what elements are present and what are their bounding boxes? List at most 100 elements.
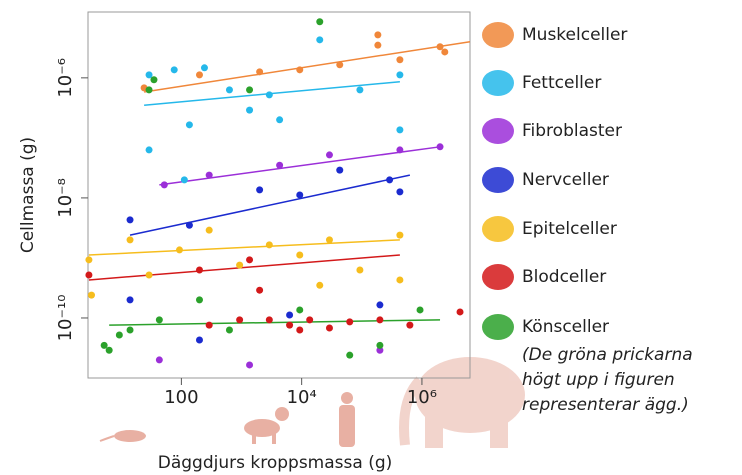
data-point <box>127 216 134 223</box>
legend-label: Fibroblaster <box>522 121 622 141</box>
x-axis-label: Däggdjurs kroppsmassa (g) <box>158 453 393 473</box>
data-point <box>286 312 293 319</box>
data-point <box>181 176 188 183</box>
legend-icon <box>482 118 514 144</box>
data-point <box>236 316 243 323</box>
data-point <box>156 356 163 363</box>
legend-icon <box>482 167 514 193</box>
plot-area <box>85 18 470 368</box>
trend-line <box>144 42 470 92</box>
data-point <box>256 186 263 193</box>
data-point <box>296 327 303 334</box>
data-point <box>296 306 303 313</box>
legend-icon <box>482 22 514 48</box>
data-point <box>196 266 203 273</box>
rat-tail <box>100 436 114 441</box>
data-point <box>196 71 203 78</box>
data-point <box>176 246 183 253</box>
human-body <box>339 405 355 447</box>
trend-line <box>89 240 400 255</box>
data-point <box>396 126 403 133</box>
data-point <box>186 222 193 229</box>
data-point <box>116 332 123 339</box>
data-point <box>127 236 134 243</box>
data-point <box>186 121 193 128</box>
data-point <box>146 271 153 278</box>
data-point <box>146 146 153 153</box>
legend-label: Epitelceller <box>522 219 617 239</box>
legend-note: (De gröna prickarna <box>522 345 693 365</box>
data-point <box>386 176 393 183</box>
elephant-leg <box>490 410 508 448</box>
data-point <box>256 287 263 294</box>
x-tick-label: 10⁶ <box>407 387 437 408</box>
data-point <box>326 236 333 243</box>
data-point <box>161 181 168 188</box>
data-point <box>437 43 444 50</box>
elephant-leg <box>425 410 443 448</box>
data-point <box>266 91 273 98</box>
data-point <box>457 308 464 315</box>
trend-line <box>130 175 410 235</box>
data-point <box>296 251 303 258</box>
data-point <box>346 318 353 325</box>
legend-label: Fettceller <box>522 73 601 93</box>
trend-line <box>89 255 400 280</box>
human-head <box>341 392 353 404</box>
data-point <box>150 76 157 83</box>
data-point <box>406 322 413 329</box>
legend-label: Könsceller <box>522 317 609 337</box>
data-point <box>316 282 323 289</box>
data-point <box>196 336 203 343</box>
data-point <box>437 143 444 150</box>
legend-icon <box>482 70 514 96</box>
data-point <box>396 232 403 239</box>
data-point <box>316 18 323 25</box>
data-point <box>326 325 333 332</box>
data-point <box>396 71 403 78</box>
data-point <box>266 241 273 248</box>
cat-leg <box>272 432 276 444</box>
data-point <box>276 162 283 169</box>
data-point <box>374 42 381 49</box>
data-point <box>346 352 353 359</box>
legend-label: Blodceller <box>522 267 606 287</box>
data-point <box>356 86 363 93</box>
data-point <box>336 61 343 68</box>
data-point <box>336 167 343 174</box>
data-point <box>296 191 303 198</box>
data-point <box>85 256 92 263</box>
data-point <box>246 256 253 263</box>
data-point <box>396 276 403 283</box>
data-point <box>171 66 178 73</box>
data-point <box>356 266 363 273</box>
legend-label: Muskelceller <box>522 25 627 45</box>
data-point <box>226 327 233 334</box>
data-point <box>201 64 208 71</box>
data-point <box>226 86 233 93</box>
y-tick-label: 10⁻⁸ <box>55 178 76 218</box>
data-point <box>246 86 253 93</box>
legend-icon <box>482 216 514 242</box>
data-point <box>376 301 383 308</box>
data-point <box>376 342 383 349</box>
y-tick-label: 10⁻⁶ <box>55 58 76 98</box>
data-point <box>276 116 283 123</box>
rat-icon <box>114 430 146 442</box>
y-axis-label: Cellmassa (g) <box>18 137 38 253</box>
data-point <box>127 296 134 303</box>
data-point <box>127 327 134 334</box>
data-point <box>206 172 213 179</box>
x-tick-label: 10⁴ <box>287 387 317 408</box>
data-point <box>236 262 243 269</box>
data-point <box>396 146 403 153</box>
data-point <box>316 36 323 43</box>
legend-note: representerar ägg.) <box>522 395 689 415</box>
legend-icon <box>482 264 514 290</box>
data-point <box>106 347 113 354</box>
data-point <box>101 342 108 349</box>
data-point <box>396 188 403 195</box>
data-point <box>326 151 333 158</box>
chart: Däggdjurs kroppsmassa (g) Cellmassa (g) … <box>0 0 742 475</box>
data-point <box>85 271 92 278</box>
